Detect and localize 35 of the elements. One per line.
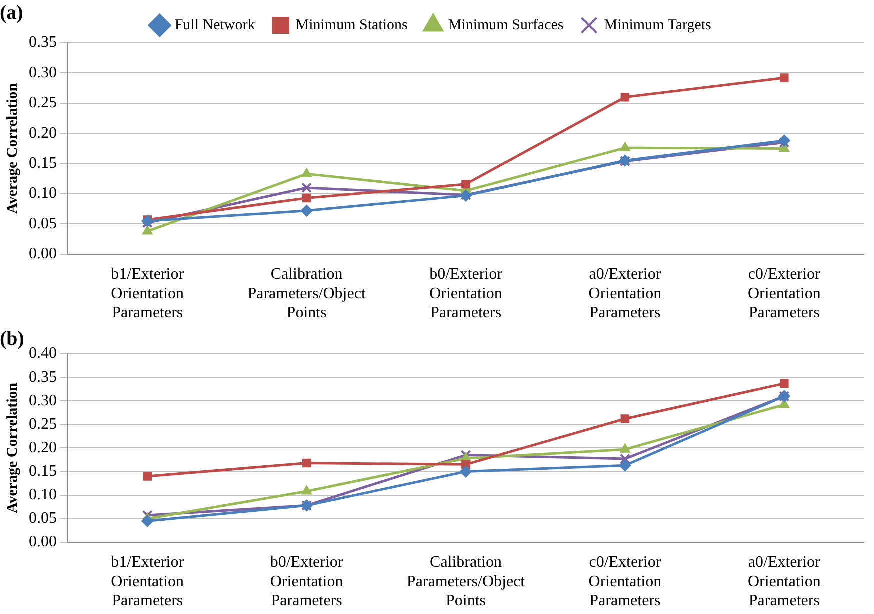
y-tick-label: 0.05: [29, 215, 57, 232]
y-tick-label: 0.10: [29, 185, 57, 202]
legend-label: Minimum Targets: [604, 17, 712, 34]
legend-label: Minimum Surfaces: [448, 17, 564, 34]
x-tick-label: c0/Exterior Orientation Parameters: [748, 266, 822, 322]
x-tick-label: Calibration Parameters/Object Points: [248, 266, 366, 322]
y-tick-label: 0.15: [29, 155, 57, 172]
x-tick-label: a0/Exterior Orientation Parameters: [588, 266, 662, 322]
x-tick-label: b0/Exterior Orientation Parameters: [270, 554, 344, 610]
y-axis-title: Average Correlation: [4, 82, 21, 214]
y-tick-label: 0.35: [29, 34, 57, 52]
y-tick-label: 0.00: [29, 534, 57, 551]
chart-title: (a): [0, 2, 24, 24]
y-tick-label: 0.15: [29, 462, 57, 480]
x-tick-label: b0/Exterior Orientation Parameters: [430, 266, 504, 322]
x-tick-label: b1/Exterior Orientation Parameters: [111, 554, 185, 610]
y-tick-label: 0.30: [29, 64, 57, 82]
x-tick-label: Calibration Parameters/Object Points: [406, 554, 526, 610]
y-axis-title: Average Correlation: [4, 382, 21, 514]
x-tick-label: a0/Exterior Orientation Parameters: [748, 554, 822, 610]
y-tick-label: 0.25: [29, 416, 57, 433]
x-tick-label: c0/Exterior Orientation Parameters: [588, 554, 662, 610]
y-tick-label: 0.30: [29, 392, 57, 410]
y-tick-label: 0.20: [29, 439, 57, 456]
y-tick-label: 0.20: [29, 124, 57, 142]
y-tick-label: 0.10: [29, 486, 57, 504]
y-tick-label: 0.00: [29, 246, 57, 263]
legend-label: Full Network: [174, 17, 256, 34]
y-tick-label: 0.40: [29, 345, 57, 362]
x-tick-label: b1/Exterior Orientation Parameters: [111, 266, 185, 322]
legend-label: Minimum Stations: [296, 17, 408, 34]
y-tick-label: 0.35: [29, 368, 57, 386]
chart-title: (b): [0, 328, 24, 350]
y-tick-label: 0.25: [29, 94, 57, 112]
y-tick-label: 0.05: [29, 510, 57, 528]
